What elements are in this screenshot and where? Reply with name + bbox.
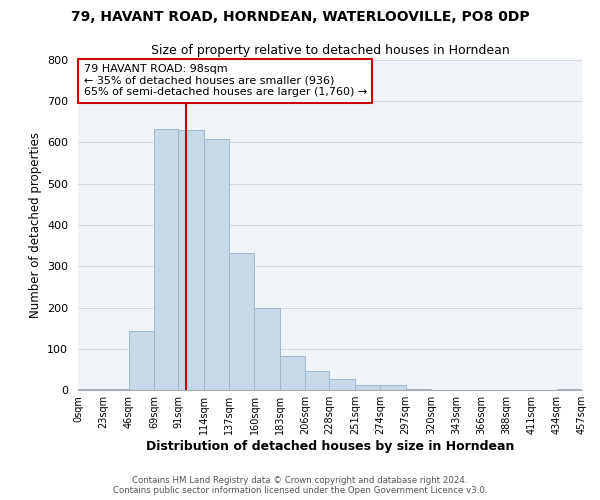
Bar <box>103 389 129 390</box>
Bar <box>329 379 355 390</box>
Bar <box>406 389 431 390</box>
Text: 79 HAVANT ROAD: 98sqm
← 35% of detached houses are smaller (936)
65% of semi-det: 79 HAVANT ROAD: 98sqm ← 35% of detached … <box>83 64 367 98</box>
Text: Contains HM Land Registry data © Crown copyright and database right 2024.
Contai: Contains HM Land Registry data © Crown c… <box>113 476 487 495</box>
Bar <box>557 389 582 390</box>
Bar <box>280 356 305 390</box>
Bar <box>254 308 280 390</box>
Bar <box>204 139 229 390</box>
Bar <box>355 385 380 390</box>
Title: Size of property relative to detached houses in Horndean: Size of property relative to detached ho… <box>151 44 509 58</box>
Bar <box>380 385 406 390</box>
Bar <box>305 371 329 390</box>
X-axis label: Distribution of detached houses by size in Horndean: Distribution of detached houses by size … <box>146 440 514 453</box>
Bar <box>78 389 103 390</box>
Bar <box>229 253 254 390</box>
Text: 79, HAVANT ROAD, HORNDEAN, WATERLOOVILLE, PO8 0DP: 79, HAVANT ROAD, HORNDEAN, WATERLOOVILLE… <box>71 10 529 24</box>
Bar <box>154 130 178 390</box>
Bar <box>129 331 154 390</box>
Bar <box>178 130 204 390</box>
Y-axis label: Number of detached properties: Number of detached properties <box>29 132 41 318</box>
